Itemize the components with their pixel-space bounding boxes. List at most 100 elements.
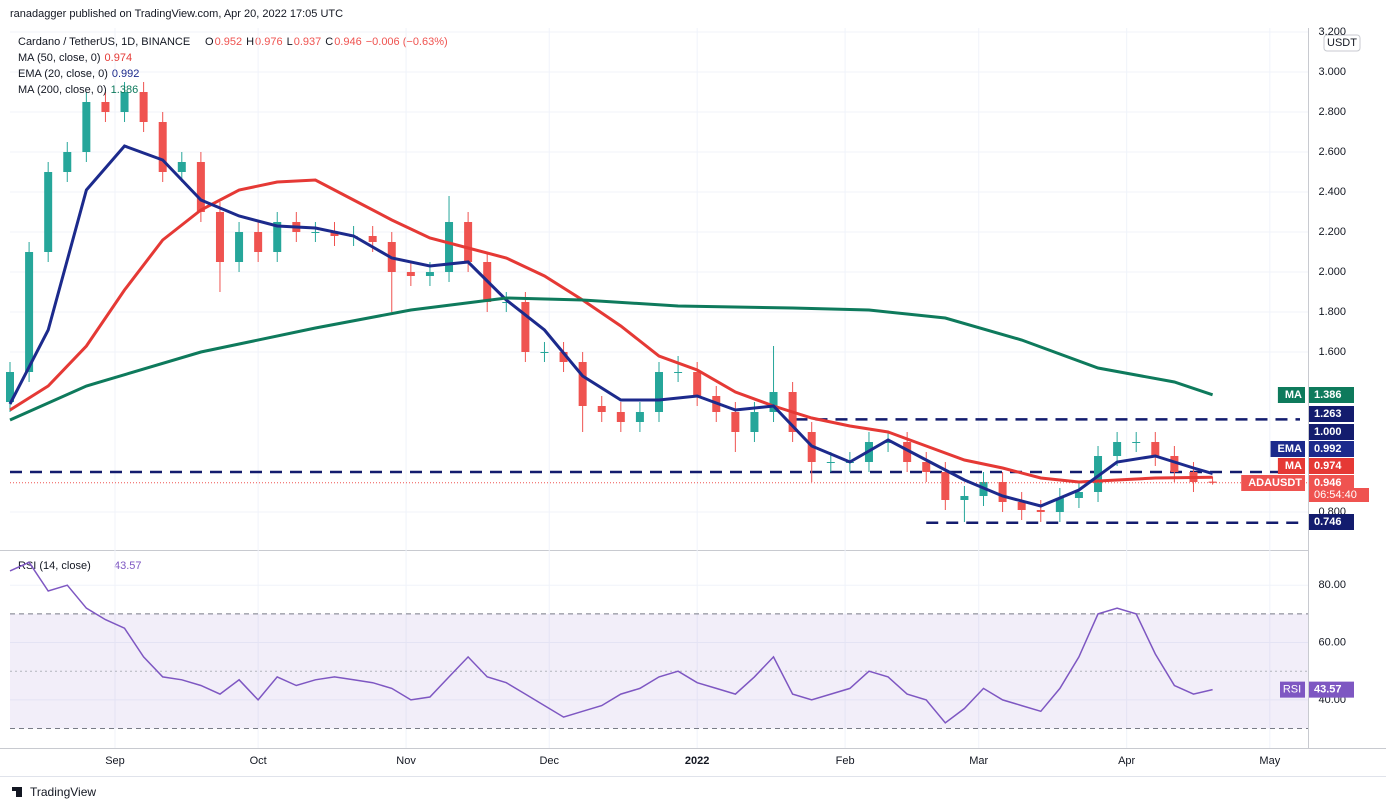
- rsi-tag-box: [1280, 681, 1305, 698]
- y-tick-label: 3.000: [1318, 66, 1346, 78]
- rsi-last: 43.57: [114, 560, 142, 572]
- indicator-name: MA (50, close, 0): [18, 52, 101, 64]
- candle-body: [578, 362, 587, 406]
- candle-body: [597, 406, 606, 412]
- x-tick-label: Mar: [969, 755, 988, 767]
- candle-body: [196, 162, 205, 212]
- pane-separator: [0, 550, 1308, 551]
- rsi-value-box: [1309, 681, 1354, 698]
- candle-body: [1113, 442, 1122, 456]
- ohlc-value: 0.952: [215, 36, 243, 48]
- candle-body: [559, 352, 568, 362]
- candle-body: [903, 442, 912, 462]
- axis-border: [1308, 28, 1309, 748]
- x-tick-label: 2022: [685, 755, 709, 767]
- ohlc-key: O: [205, 36, 214, 48]
- candle-body: [616, 412, 625, 422]
- price-label-box: [1309, 441, 1354, 457]
- ohlc-value: 0.946: [334, 36, 362, 48]
- price-label: 1.263: [1314, 408, 1342, 420]
- indicator-value: 0.992: [112, 68, 140, 80]
- candle-body: [82, 102, 91, 152]
- candle-body: [960, 496, 969, 500]
- x-tick-label: May: [1259, 755, 1280, 767]
- price-tag-box: [1241, 475, 1305, 491]
- candle-body: [330, 232, 339, 236]
- rsi-band: [10, 613, 1308, 729]
- indicator-value: 1.386: [111, 84, 139, 96]
- candle-body: [44, 172, 53, 252]
- change: −0.006 (−0.63%): [366, 36, 448, 48]
- price-label-box: [1309, 514, 1354, 530]
- candle-body: [655, 372, 663, 412]
- currency: USDT: [1327, 37, 1357, 49]
- indicator-name: EMA (20, close, 0): [18, 68, 108, 80]
- candle-body: [1074, 492, 1083, 498]
- price-label-box: [1309, 458, 1354, 474]
- countdown-box: [1309, 488, 1369, 502]
- y-tick-label: 2.800: [1318, 106, 1346, 118]
- candle-body: [693, 372, 702, 396]
- candle-body: [769, 392, 778, 412]
- y-tick-label: 2.000: [1318, 266, 1346, 278]
- logo: [12, 787, 22, 797]
- x-tick-label: Oct: [250, 755, 267, 767]
- price-tag-box: [1270, 441, 1305, 457]
- candle-body: [502, 302, 511, 303]
- indicator-value: 0.974: [105, 52, 133, 64]
- footer-border: [0, 776, 1386, 777]
- candle-body: [1151, 442, 1160, 456]
- y-tick-label: 1.600: [1318, 346, 1346, 358]
- price-label-tag: EMA: [1278, 443, 1303, 455]
- candle-body: [1208, 481, 1217, 483]
- candle-body: [120, 92, 129, 112]
- ohlc-value: 0.976: [255, 36, 283, 48]
- candle-body: [177, 162, 186, 172]
- price-label-tag: MA: [1285, 389, 1302, 401]
- candle-body: [6, 372, 14, 402]
- rsi-value: 43.57: [1314, 684, 1342, 696]
- rsi-line: [9, 561, 1213, 724]
- y-tick-label: 2.200: [1318, 226, 1346, 238]
- candle-body: [425, 272, 434, 276]
- price-label-tag: ADAUSDT: [1248, 477, 1302, 489]
- candle-body: [1036, 510, 1045, 512]
- countdown: 06:54:40: [1314, 489, 1357, 501]
- currency-box[interactable]: [1323, 34, 1361, 52]
- candle-body: [235, 232, 244, 262]
- x-tick-label: Feb: [836, 755, 855, 767]
- candle-body: [406, 272, 415, 276]
- candle-body: [215, 212, 224, 262]
- candle-body: [635, 412, 644, 422]
- footer-brand: TradingView: [30, 785, 96, 799]
- rsi-tick-label: 80.00: [1318, 579, 1346, 591]
- candle-body: [273, 222, 282, 252]
- candle-body: [540, 352, 549, 353]
- x-tick-label: Dec: [539, 755, 559, 767]
- price-label: 0.746: [1314, 516, 1342, 528]
- indicator-name: MA (200, close, 0): [18, 84, 107, 96]
- moving-average-line: [9, 178, 1213, 484]
- ohlc-key: L: [287, 36, 293, 48]
- candle-body: [884, 442, 893, 443]
- moving-average-line: [9, 296, 1214, 422]
- price-tag-box: [1277, 458, 1305, 474]
- price-label-tag: MA: [1285, 460, 1302, 472]
- candle-body: [311, 232, 320, 233]
- candle-body: [1094, 456, 1103, 492]
- rsi-tag: RSI: [1283, 684, 1301, 696]
- candle-body: [1132, 442, 1141, 443]
- x-tick-label: Apr: [1118, 755, 1135, 767]
- candle-body: [139, 92, 148, 122]
- price-label: 1.000: [1314, 426, 1342, 438]
- ohlc-value: 0.937: [294, 36, 322, 48]
- candle-body: [368, 236, 377, 242]
- candle-body: [521, 302, 530, 352]
- price-tag-box: [1277, 387, 1305, 403]
- candle-body: [25, 252, 34, 372]
- candle-body: [941, 472, 950, 500]
- x-tick-label: Sep: [105, 755, 125, 767]
- rsi-name: RSI (14, close): [18, 560, 91, 572]
- price-label-box: [1309, 387, 1354, 403]
